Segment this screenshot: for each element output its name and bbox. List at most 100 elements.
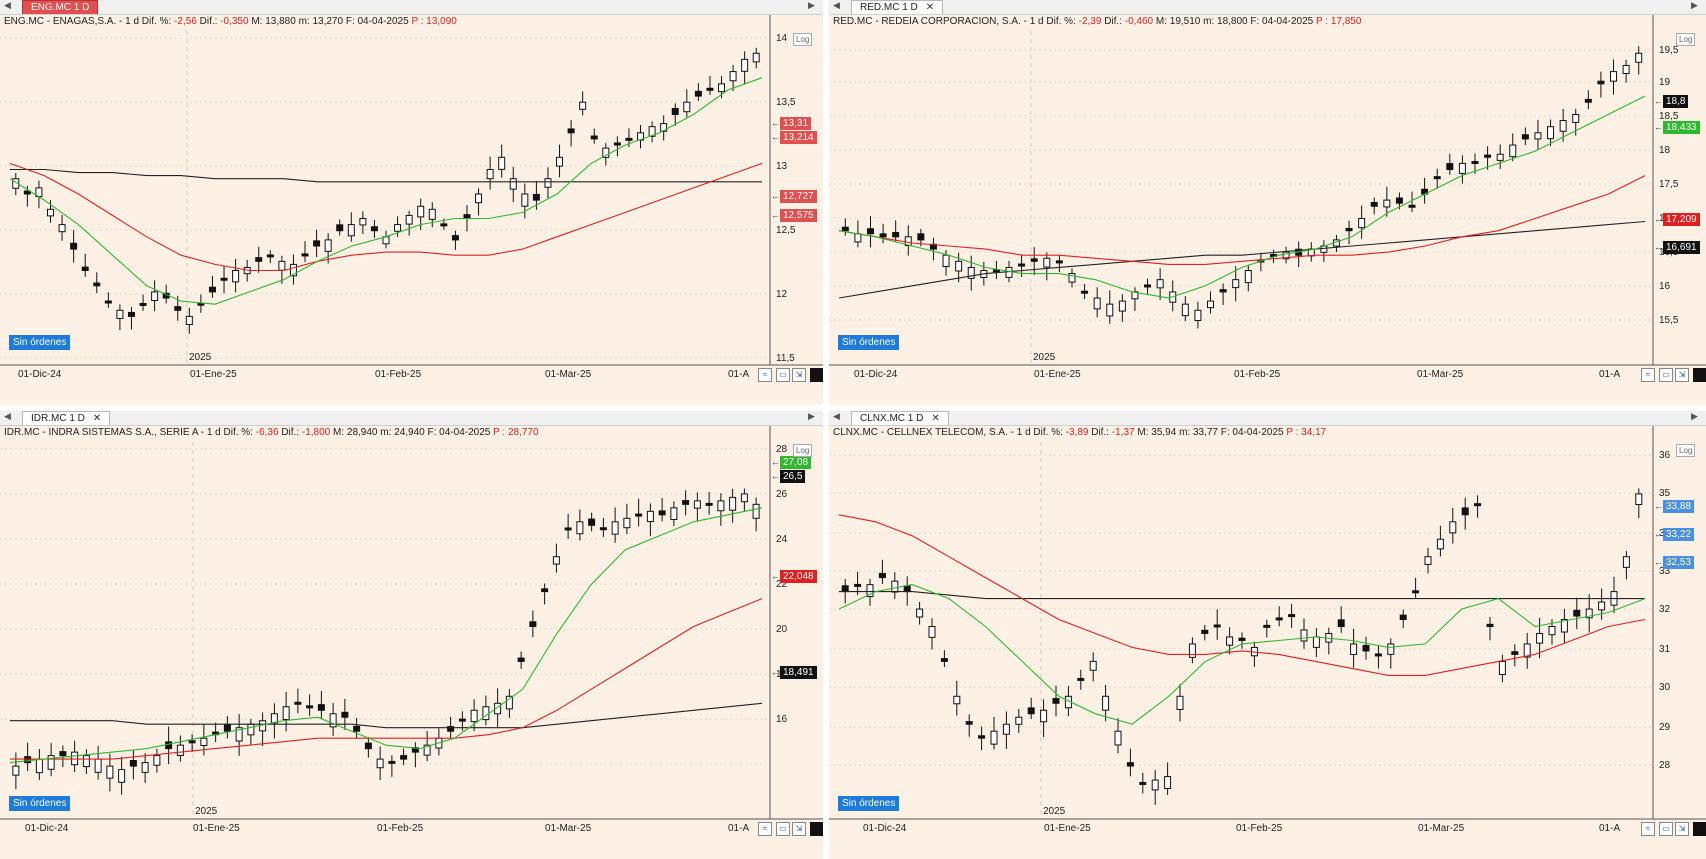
tab-idr[interactable]: IDR.MC 1 D ✕ bbox=[22, 411, 111, 425]
log-scale-button[interactable]: Log bbox=[793, 33, 813, 46]
candle-body bbox=[127, 311, 135, 317]
candle-body bbox=[1458, 162, 1466, 174]
y-tick-label: 16 bbox=[1659, 281, 1671, 292]
scroll-left-icon[interactable]: ◀ bbox=[4, 411, 11, 421]
candle-body bbox=[1534, 132, 1542, 140]
candle-body bbox=[1144, 284, 1152, 288]
ma-long-line bbox=[839, 591, 1645, 600]
maximize-icon[interactable] bbox=[1693, 368, 1706, 382]
candle-body bbox=[1201, 629, 1209, 634]
candle-body bbox=[1433, 176, 1441, 180]
info-p-label: P : bbox=[1286, 427, 1299, 438]
candle-body bbox=[470, 709, 478, 723]
tab-eng[interactable]: ENG.MC 1 D bbox=[22, 0, 99, 14]
x-tick-label: 01-Feb-25 bbox=[377, 823, 424, 834]
candle-body bbox=[740, 493, 748, 503]
price-tag-arrow-icon: ← bbox=[771, 457, 780, 467]
maximize-icon[interactable] bbox=[810, 822, 823, 836]
x-tick-label: 01-Mar-25 bbox=[545, 369, 592, 380]
candle-body bbox=[106, 765, 114, 779]
scroll-right-icon[interactable]: ▶ bbox=[1691, 0, 1698, 10]
orders-status-button[interactable]: Sin órdenes bbox=[838, 335, 900, 350]
info-p: 17,850 bbox=[1330, 16, 1362, 27]
tabbar-bottom-right: ◀ CLNX.MC 1 D ✕ ▶ bbox=[829, 411, 1706, 426]
maximize-icon[interactable] bbox=[810, 368, 823, 382]
chart-type-toggle-icon[interactable]: ≈ bbox=[1641, 368, 1655, 382]
candle-body bbox=[324, 239, 332, 252]
ma-long-line bbox=[10, 168, 762, 183]
candle-body bbox=[1436, 538, 1444, 550]
price-tag-arrow-icon: ← bbox=[1654, 557, 1663, 567]
candle-body bbox=[118, 769, 126, 783]
candle-body bbox=[1358, 217, 1366, 229]
scroll-left-icon[interactable]: ◀ bbox=[833, 411, 840, 421]
price-tag: 18,8 bbox=[1663, 95, 1689, 108]
close-icon[interactable]: ✕ bbox=[931, 413, 940, 424]
scroll-right-icon[interactable]: ▶ bbox=[808, 0, 815, 10]
price-tag-arrow-icon: ← bbox=[771, 210, 780, 220]
chart-type-toggle-icon[interactable]: ≈ bbox=[758, 822, 772, 836]
price-tag: 16,691 bbox=[1663, 241, 1700, 254]
candle-body bbox=[878, 572, 886, 579]
tab-red[interactable]: RED.MC 1 D ✕ bbox=[851, 0, 944, 14]
candle-body bbox=[451, 235, 459, 241]
maximize-icon[interactable] bbox=[1693, 822, 1706, 836]
pin-icon[interactable]: ⇲ bbox=[1675, 822, 1689, 836]
candle-body bbox=[428, 208, 436, 220]
x-tick-label: 01-Dic-24 bbox=[18, 369, 62, 380]
chart-type-toggle-icon[interactable]: ≈ bbox=[1641, 822, 1655, 836]
chart-pane-idr[interactable]: IDR.MC - INDRA SISTEMAS S.A., SERIE A - … bbox=[0, 426, 823, 859]
scroll-left-icon[interactable]: ◀ bbox=[833, 0, 840, 10]
scroll-right-icon[interactable]: ▶ bbox=[1691, 411, 1698, 421]
candle-body bbox=[556, 156, 564, 167]
save-layout-icon[interactable]: ▭ bbox=[1659, 822, 1673, 836]
log-scale-button[interactable]: Log bbox=[1676, 444, 1696, 457]
candle-body bbox=[1370, 201, 1378, 207]
chart-pane-red[interactable]: RED.MC - REDEIA CORPORACION, S.A. - 1 d … bbox=[829, 15, 1706, 405]
chart-pane-eng[interactable]: ENG.MC - ENAGAS,S.A. - 1 d Dif. %: -2,56… bbox=[0, 15, 823, 405]
orders-status-button[interactable]: Sin órdenes bbox=[9, 335, 71, 350]
pin-icon[interactable]: ⇲ bbox=[1675, 368, 1689, 382]
candle-body bbox=[255, 257, 263, 262]
orders-status-button[interactable]: Sin órdenes bbox=[9, 796, 71, 811]
candle-body bbox=[266, 254, 274, 258]
candle-body bbox=[866, 228, 874, 235]
candle-body bbox=[47, 755, 55, 770]
chart-type-toggle-icon[interactable]: ≈ bbox=[758, 368, 772, 382]
candle-body bbox=[717, 500, 725, 512]
log-scale-button[interactable]: Log bbox=[793, 444, 813, 457]
tab-clnx[interactable]: CLNX.MC 1 D ✕ bbox=[851, 411, 949, 425]
candle-body bbox=[1474, 503, 1482, 507]
y-tick-label: 22 bbox=[776, 579, 788, 590]
chart-pane-clnx[interactable]: CLNX.MC - CELLNEX TELECOM, S.A. - 1 d Di… bbox=[829, 426, 1706, 859]
log-scale-button[interactable]: Log bbox=[1676, 33, 1696, 46]
candle-body bbox=[1362, 644, 1370, 652]
candle-body bbox=[567, 128, 575, 134]
candle-body bbox=[1548, 626, 1556, 636]
pin-icon[interactable]: ⇲ bbox=[792, 822, 806, 836]
tabbar-bottom-left: ◀ IDR.MC 1 D ✕ ▶ bbox=[0, 411, 823, 426]
scroll-left-icon[interactable]: ◀ bbox=[4, 0, 11, 10]
candle-body bbox=[329, 713, 337, 728]
candle-body bbox=[220, 277, 228, 281]
scroll-right-icon[interactable]: ▶ bbox=[808, 411, 815, 421]
save-layout-icon[interactable]: ▭ bbox=[776, 822, 790, 836]
candle-body bbox=[235, 727, 243, 742]
orders-status-button[interactable]: Sin órdenes bbox=[838, 796, 900, 811]
candle-body bbox=[1408, 204, 1416, 208]
candle-body bbox=[741, 58, 749, 72]
close-icon[interactable]: ✕ bbox=[92, 413, 102, 424]
price-chart-svg bbox=[829, 426, 1706, 820]
candle-body bbox=[1288, 614, 1296, 618]
tab-label: RED.MC 1 D bbox=[860, 2, 918, 13]
candle-body bbox=[990, 730, 998, 745]
save-layout-icon[interactable]: ▭ bbox=[776, 368, 790, 382]
price-tag-arrow-icon: ← bbox=[1654, 501, 1663, 511]
candle-body bbox=[341, 711, 349, 718]
y-tick-label: 12 bbox=[776, 289, 788, 300]
save-layout-icon[interactable]: ▭ bbox=[1659, 368, 1673, 382]
pin-icon[interactable]: ⇲ bbox=[792, 368, 806, 382]
close-icon[interactable]: ✕ bbox=[925, 2, 935, 13]
x-tick-label: 01-Ene-25 bbox=[1044, 823, 1091, 834]
info-p-label: P : bbox=[493, 427, 506, 438]
